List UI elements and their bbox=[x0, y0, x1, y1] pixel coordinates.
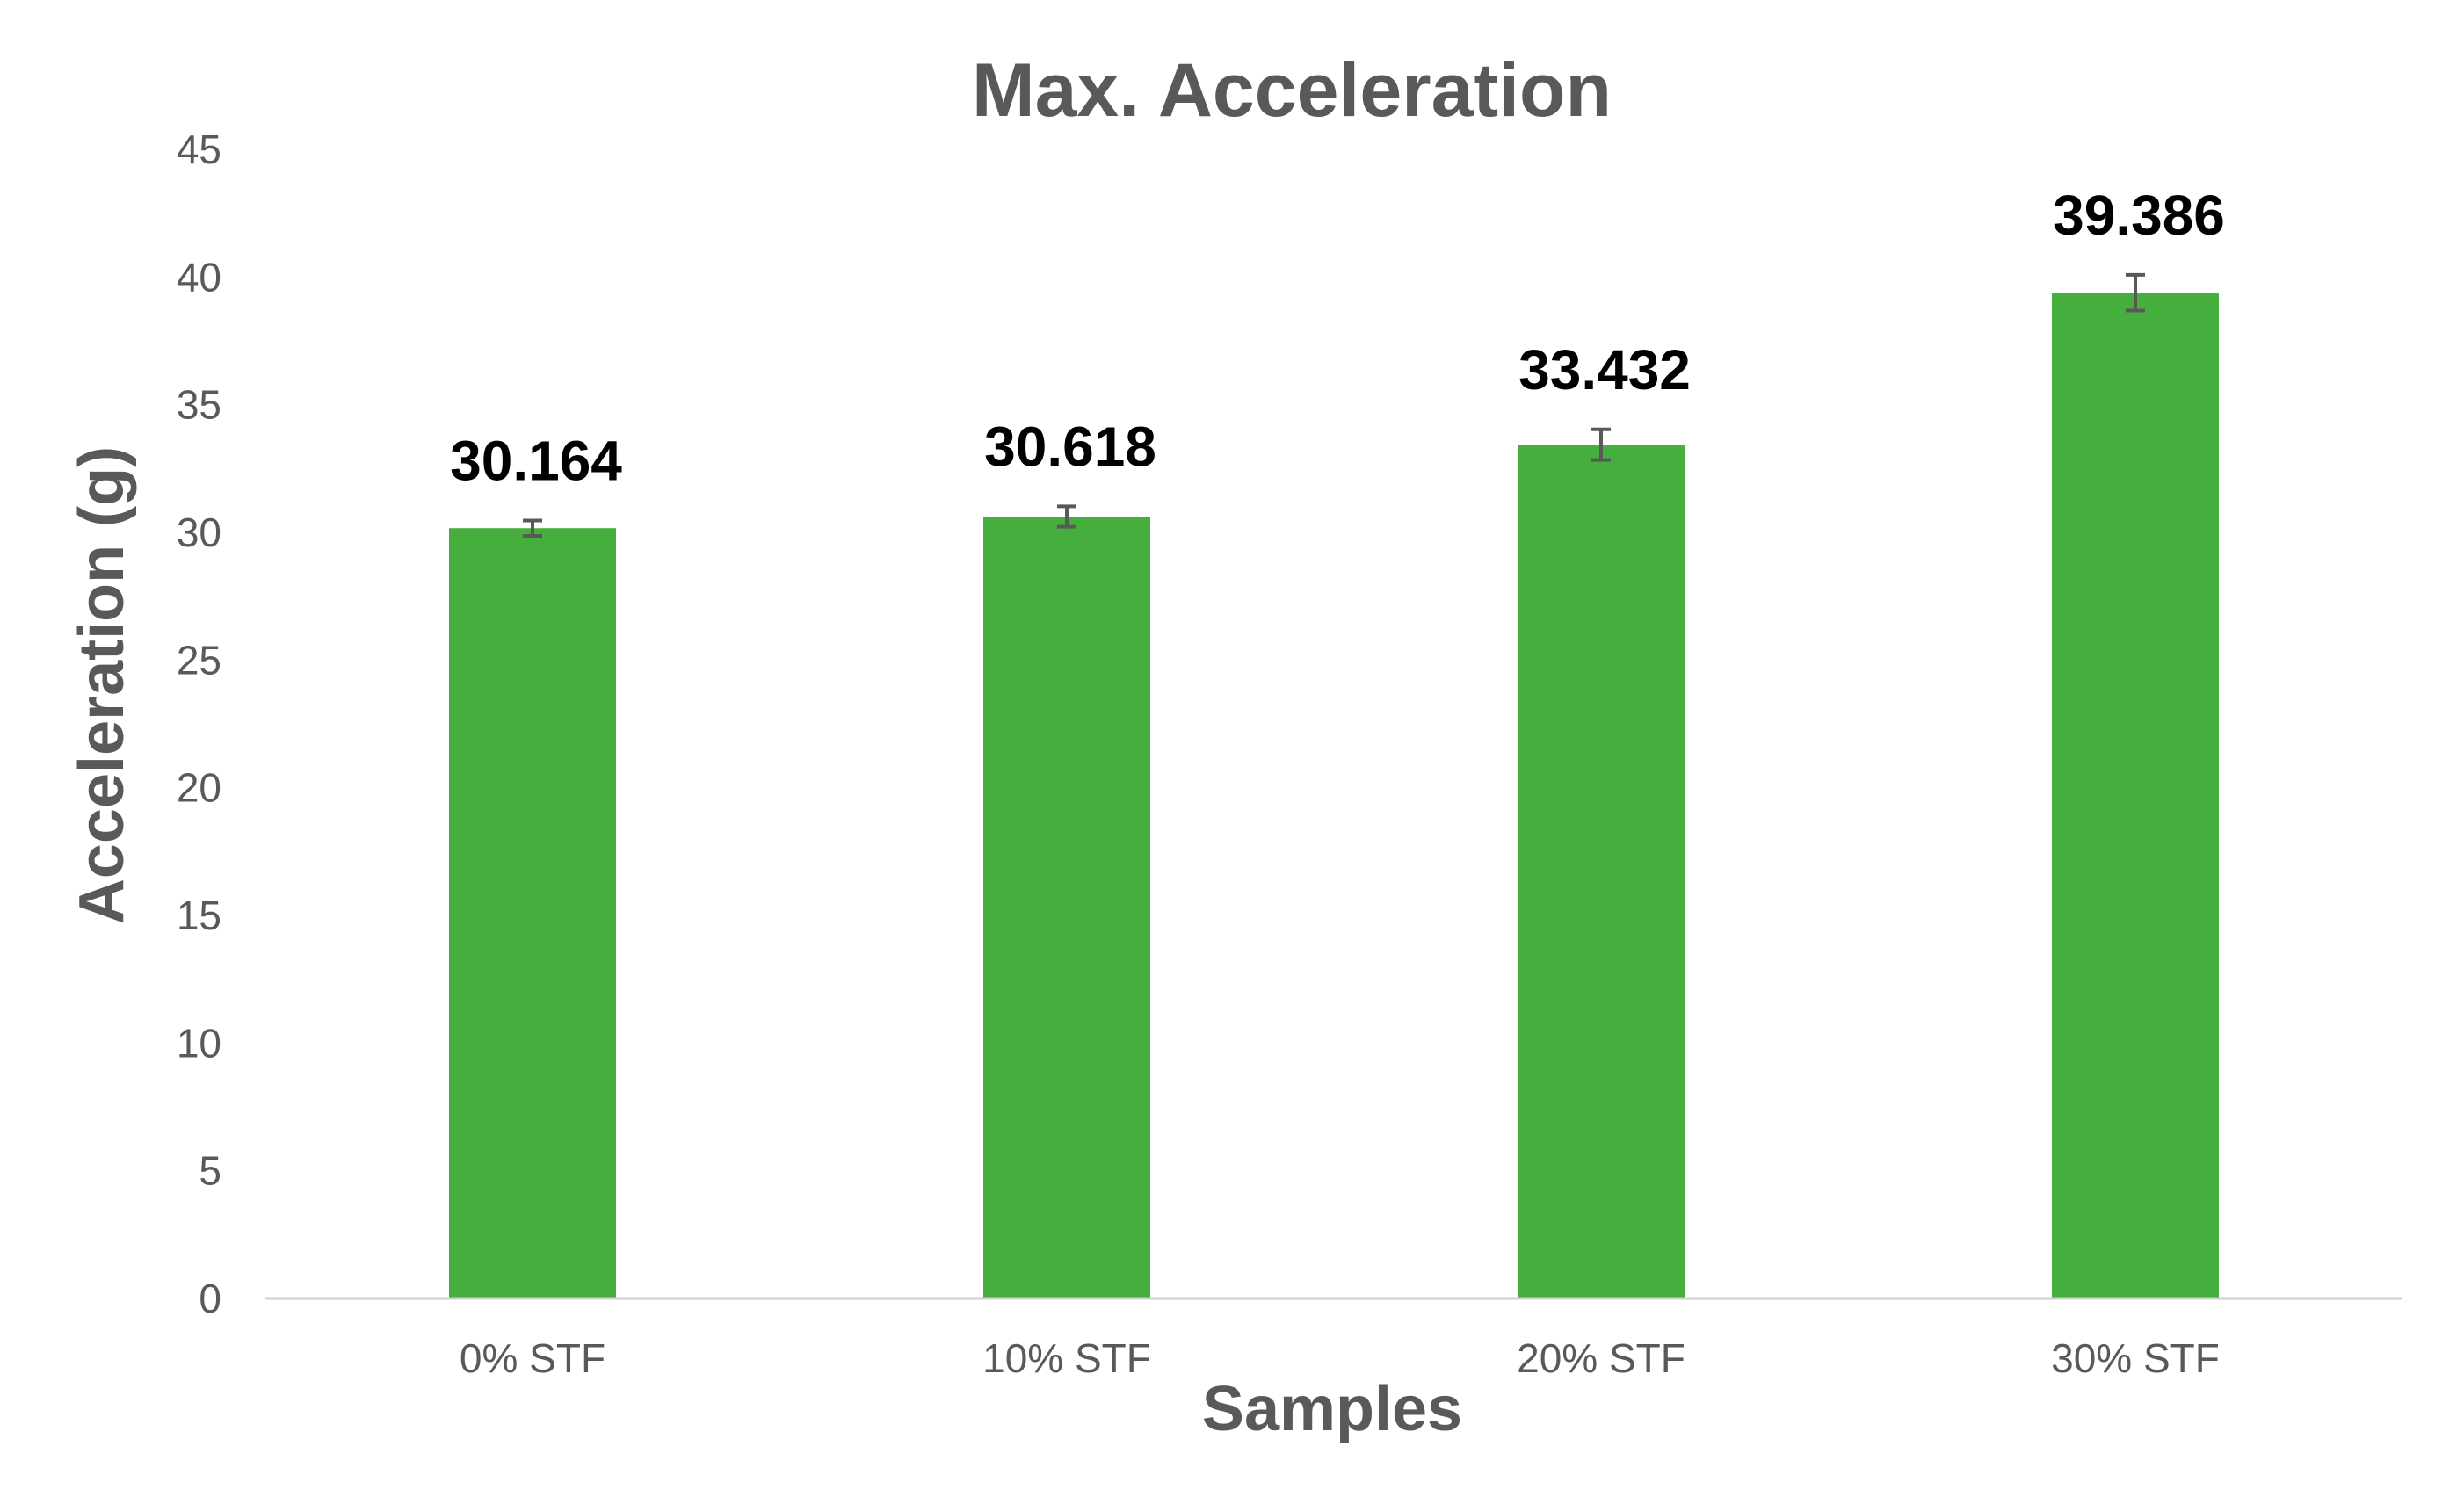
x-axis-label: Samples bbox=[1202, 1374, 1462, 1444]
y-tick-label: 5 bbox=[199, 1148, 221, 1194]
y-tick-label: 30 bbox=[177, 510, 221, 555]
x-tick-label: 20% STF bbox=[1517, 1335, 1685, 1381]
data-label: 30.164 bbox=[450, 430, 622, 493]
data-label: 39.386 bbox=[2053, 184, 2225, 247]
bar bbox=[449, 528, 616, 1298]
x-tick-label: 30% STF bbox=[2051, 1335, 2220, 1381]
x-axis-ticks: 0% STF 10% STF 20% STF 30% STF bbox=[460, 1335, 2220, 1381]
error-bar bbox=[1057, 504, 1076, 529]
y-tick-label: 35 bbox=[177, 382, 221, 428]
error-bar bbox=[523, 518, 542, 538]
y-axis-ticks: 0 5 10 15 20 25 30 35 40 45 bbox=[177, 127, 221, 1321]
bars-group bbox=[449, 293, 2219, 1299]
bar bbox=[1518, 445, 1685, 1299]
y-tick-label: 15 bbox=[177, 893, 221, 938]
error-bars-group bbox=[523, 272, 2145, 538]
value-labels-group: 30.164 30.618 33.432 39.386 bbox=[450, 184, 2225, 493]
y-tick-label: 0 bbox=[199, 1276, 221, 1321]
y-tick-label: 10 bbox=[177, 1020, 221, 1066]
error-bar bbox=[2126, 272, 2145, 313]
y-axis-label: Acceleration (g) bbox=[67, 446, 137, 924]
bar bbox=[2052, 293, 2219, 1298]
y-tick-label: 40 bbox=[177, 254, 221, 300]
y-tick-label: 20 bbox=[177, 765, 221, 811]
x-tick-label: 10% STF bbox=[982, 1335, 1151, 1381]
x-tick-label: 0% STF bbox=[460, 1335, 605, 1381]
chart-title: Max. Acceleration bbox=[972, 48, 1612, 133]
error-bar bbox=[1591, 427, 1611, 462]
data-label: 30.618 bbox=[984, 415, 1156, 478]
data-label: 33.432 bbox=[1518, 338, 1691, 401]
y-tick-label: 45 bbox=[177, 127, 221, 172]
y-tick-label: 25 bbox=[177, 637, 221, 683]
bar bbox=[983, 517, 1150, 1298]
